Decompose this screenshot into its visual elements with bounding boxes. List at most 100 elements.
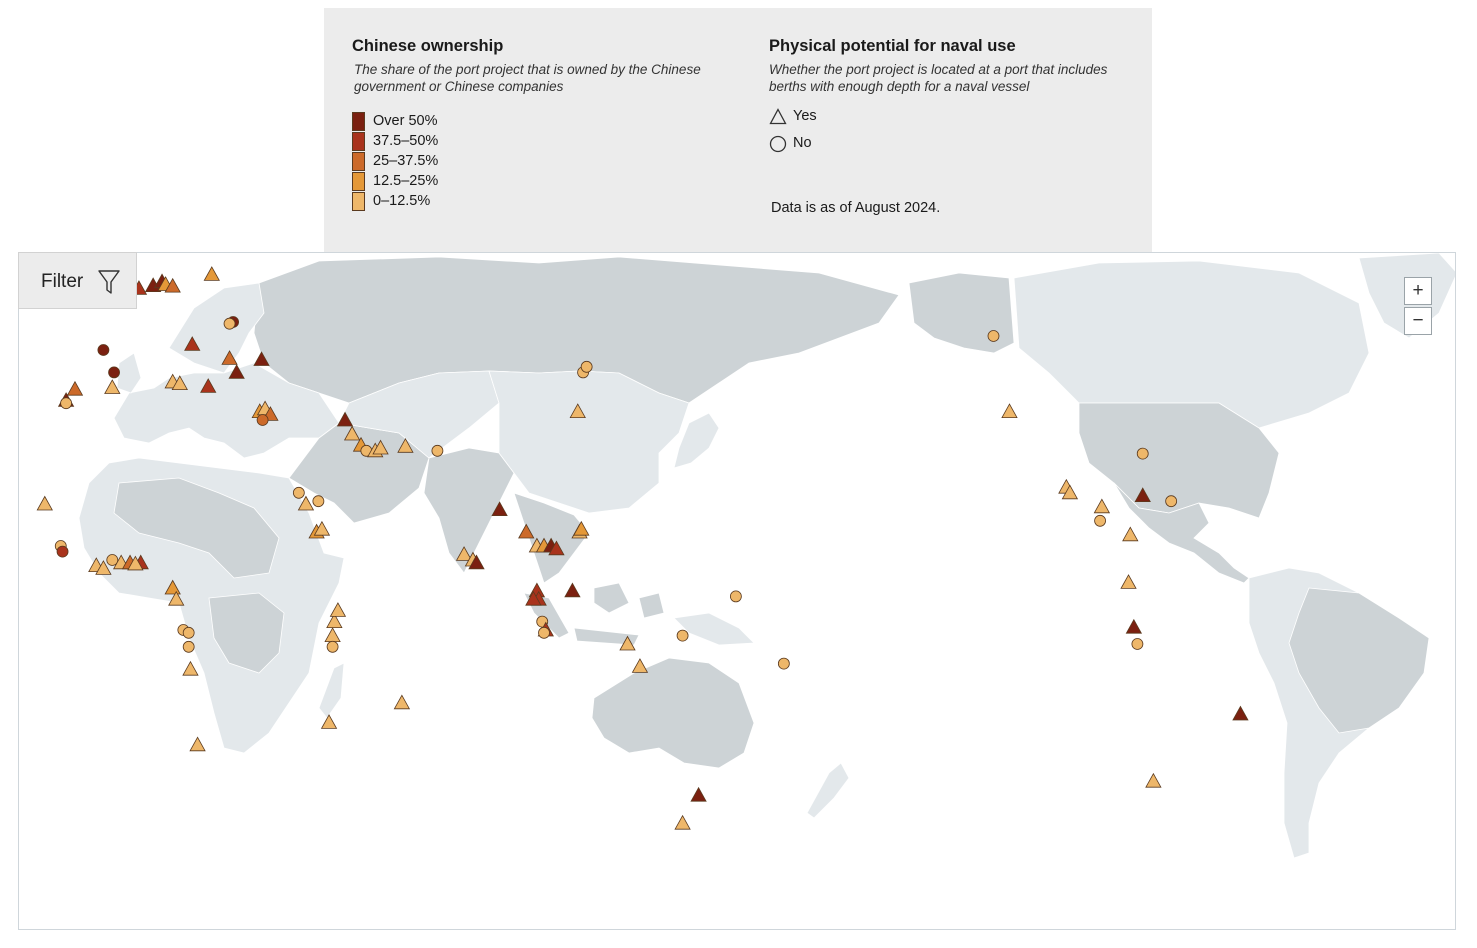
port-marker-naval-yes[interactable] — [203, 266, 220, 281]
map-canvas[interactable] — [19, 253, 1456, 930]
port-marker-naval-no[interactable] — [60, 397, 72, 410]
port-marker-naval-yes[interactable] — [127, 555, 144, 571]
port-marker-naval-no[interactable] — [676, 629, 689, 642]
port-marker-naval-yes[interactable] — [324, 627, 341, 643]
port-marker-naval-no[interactable] — [580, 360, 593, 373]
port-marker-naval-no[interactable] — [312, 495, 325, 508]
land-indonesia — [523, 582, 665, 646]
port-marker-naval-yes[interactable] — [184, 336, 201, 351]
port-marker-naval-yes[interactable] — [104, 379, 121, 394]
port-marker-naval-yes[interactable] — [253, 351, 270, 366]
port-marker-naval-no[interactable] — [182, 640, 195, 653]
port-marker-naval-yes[interactable] — [313, 520, 331, 536]
port-marker-naval-yes[interactable] — [1120, 574, 1137, 589]
port-marker-naval-yes[interactable] — [297, 495, 315, 511]
port-marker-naval-yes[interactable] — [1093, 498, 1111, 514]
port-marker-naval-no[interactable] — [326, 640, 339, 653]
port-marker-naval-yes[interactable] — [1122, 526, 1139, 542]
swatch-12-25 — [352, 172, 365, 191]
land-africa-central — [208, 592, 285, 674]
port-marker-naval-no[interactable] — [56, 545, 69, 558]
port-marker-naval-yes[interactable] — [393, 694, 411, 710]
port-marker-naval-yes[interactable] — [1125, 618, 1143, 634]
swatch-label: 12.5–25% — [373, 173, 439, 189]
port-marker-naval-yes[interactable] — [95, 560, 112, 575]
swatch-label: 25–37.5% — [373, 153, 439, 169]
port-marker-naval-no[interactable] — [777, 657, 790, 670]
filter-button[interactable]: Filter — [18, 252, 137, 309]
port-marker-naval-yes[interactable] — [171, 375, 188, 391]
port-marker-naval-yes[interactable] — [228, 364, 245, 379]
port-marker-naval-yes[interactable] — [1001, 403, 1018, 419]
naval-yes-label: Yes — [793, 108, 817, 124]
port-marker-naval-yes[interactable] — [573, 520, 590, 536]
port-marker-naval-yes[interactable] — [1145, 772, 1162, 788]
swatch-label: 0–12.5% — [373, 193, 431, 209]
port-marker-naval-yes[interactable] — [1134, 487, 1151, 503]
port-marker-naval-yes[interactable] — [1232, 705, 1249, 721]
port-marker-naval-yes[interactable] — [569, 403, 586, 419]
port-marker-naval-yes[interactable] — [690, 786, 707, 802]
port-marker-naval-yes[interactable] — [320, 714, 338, 729]
port-marker-naval-no[interactable] — [729, 590, 742, 603]
naval-no-label: No — [793, 135, 812, 151]
port-marker-naval-yes[interactable] — [619, 635, 636, 651]
port-marker-naval-yes[interactable] — [164, 579, 181, 595]
circle-icon — [769, 135, 787, 153]
port-marker-naval-yes[interactable] — [548, 540, 565, 556]
port-marker-naval-no[interactable] — [256, 414, 269, 426]
port-marker-naval-yes[interactable] — [343, 425, 361, 441]
zoom-in-button[interactable]: + — [1404, 277, 1432, 305]
land-india — [423, 447, 515, 574]
naval-legend-description: Whether the port project is located at a… — [769, 62, 1108, 94]
port-marker-naval-no[interactable] — [108, 366, 120, 379]
swatch-label: Over 50% — [373, 113, 438, 129]
land-australia — [591, 657, 755, 769]
port-marker-naval-yes[interactable] — [168, 590, 185, 606]
port-marker-naval-yes[interactable] — [525, 590, 542, 606]
port-marker-naval-yes[interactable] — [455, 546, 473, 561]
port-marker-naval-yes[interactable] — [397, 437, 414, 453]
port-marker-naval-yes[interactable] — [221, 350, 238, 365]
port-marker-naval-yes[interactable] — [468, 554, 485, 570]
port-marker-naval-yes[interactable] — [66, 380, 84, 396]
port-marker-naval-yes[interactable] — [36, 495, 53, 511]
port-marker-naval-no[interactable] — [1094, 514, 1106, 527]
port-marker-naval-yes[interactable] — [182, 660, 199, 676]
port-marker-naval-yes[interactable] — [518, 523, 535, 539]
port-marker-naval-yes[interactable] — [1061, 484, 1079, 500]
land-middle-east — [288, 422, 430, 524]
port-marker-naval-yes[interactable] — [326, 613, 343, 629]
port-marker-naval-no[interactable] — [1131, 638, 1144, 650]
port-marker-naval-no[interactable] — [1165, 495, 1178, 508]
zoom-out-button[interactable]: − — [1404, 307, 1432, 335]
land-uk — [116, 352, 142, 394]
port-marker-naval-yes[interactable] — [189, 736, 206, 752]
map-legend: Chinese ownership The share of the port … — [324, 8, 1152, 252]
port-marker-naval-no[interactable] — [987, 330, 1000, 342]
port-marker-naval-yes[interactable] — [674, 814, 691, 830]
port-marker-naval-no[interactable] — [1136, 447, 1149, 460]
port-marker-naval-yes[interactable] — [200, 378, 217, 393]
port-marker-naval-no[interactable] — [223, 317, 236, 330]
port-marker-naval-no[interactable] — [431, 444, 444, 457]
port-marker-naval-no[interactable] — [292, 486, 305, 499]
port-marker-naval-no[interactable] — [97, 344, 110, 356]
swatch-over-50 — [352, 112, 365, 131]
world-map[interactable] — [18, 252, 1456, 930]
port-marker-naval-yes[interactable] — [336, 411, 354, 427]
port-marker-naval-yes[interactable] — [164, 277, 181, 293]
port-marker-naval-no[interactable] — [106, 554, 119, 566]
port-marker-naval-yes[interactable] — [631, 658, 649, 673]
land-china — [488, 370, 690, 514]
land-africa-sahel — [113, 477, 280, 579]
swatch-37-50 — [352, 132, 365, 151]
port-marker-naval-yes[interactable] — [372, 439, 389, 455]
land-alaska — [908, 272, 1015, 354]
port-marker-naval-yes[interactable] — [329, 602, 347, 617]
port-marker-naval-no[interactable] — [182, 626, 195, 639]
port-marker-naval-yes[interactable] — [564, 582, 581, 598]
port-marker-naval-yes[interactable] — [491, 501, 508, 517]
land-usa — [1078, 402, 1280, 519]
port-marker-naval-no[interactable] — [538, 626, 550, 639]
